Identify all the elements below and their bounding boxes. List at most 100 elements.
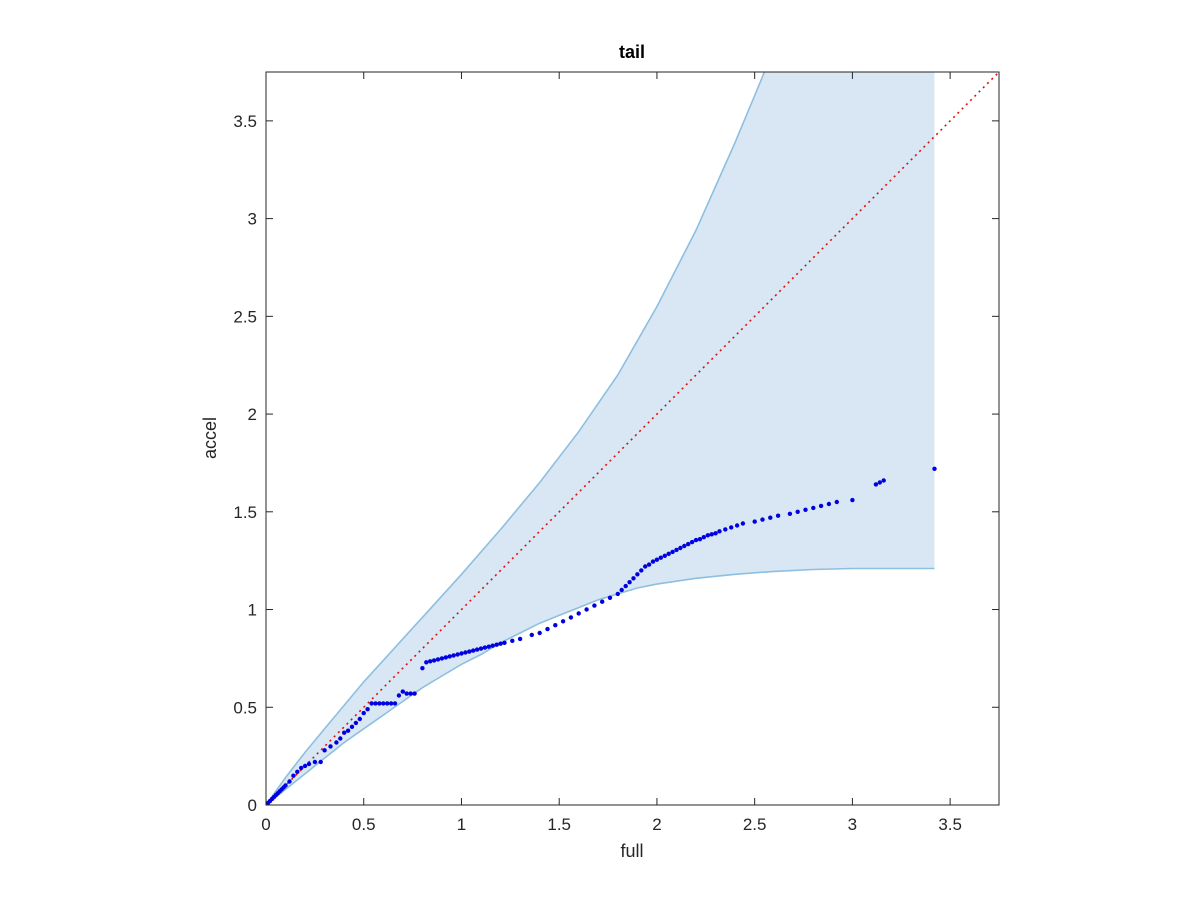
data-point <box>592 603 597 608</box>
y-tick-label: 2 <box>248 405 257 424</box>
data-point <box>349 724 355 729</box>
data-point <box>420 666 425 671</box>
data-point <box>428 659 433 664</box>
data-point <box>299 765 304 771</box>
data-point <box>932 466 937 471</box>
chart-title: tail <box>619 42 645 62</box>
data-point <box>490 643 495 648</box>
data-point <box>717 529 722 534</box>
y-tick-label: 2.5 <box>233 307 257 326</box>
x-tick-label: 1 <box>457 815 466 834</box>
data-point <box>607 595 613 600</box>
axes-box <box>265 71 1000 806</box>
band-upper-edge <box>266 72 766 805</box>
data-point <box>877 480 882 485</box>
data-point <box>447 654 452 659</box>
x-tick-label: 2.5 <box>743 815 767 834</box>
data-point <box>650 559 656 564</box>
band-lower-edge <box>266 567 935 805</box>
data-point <box>381 701 386 706</box>
data-point <box>322 748 327 753</box>
data-point <box>486 644 491 649</box>
data-point <box>373 701 378 706</box>
data-point <box>682 543 687 549</box>
data-point <box>662 553 667 558</box>
data-point <box>404 691 409 696</box>
data-point <box>693 537 699 543</box>
y-tick-label: 3.5 <box>233 112 257 131</box>
data-point <box>670 549 675 555</box>
data-point <box>674 547 679 553</box>
data-point <box>478 646 484 651</box>
data-point <box>291 773 296 778</box>
y-tick-label: 0 <box>248 796 257 815</box>
data-point <box>467 649 472 654</box>
data-point <box>545 626 550 632</box>
data-point <box>471 648 476 653</box>
data-point <box>377 701 382 706</box>
data-point <box>455 652 460 657</box>
data-point <box>345 728 351 733</box>
y-axis: 0 0.5 1 1.5 2 2.5 3 3.5 <box>233 112 999 815</box>
data-point <box>701 535 706 540</box>
data-point <box>740 521 746 526</box>
data-point <box>568 615 574 620</box>
data-point <box>439 656 445 661</box>
x-axis-label: full <box>620 841 643 861</box>
data-point <box>510 638 515 643</box>
data-point <box>658 555 663 560</box>
data-point <box>646 562 652 567</box>
data-point <box>474 647 480 652</box>
data-point <box>654 557 660 562</box>
data-point <box>502 640 507 645</box>
data-point <box>873 482 879 487</box>
plot-area <box>266 72 999 805</box>
data-point <box>623 583 628 589</box>
data-point <box>357 716 362 722</box>
data-point <box>689 539 695 545</box>
data-point <box>287 779 292 784</box>
data-point <box>811 505 816 511</box>
data-point <box>600 599 605 604</box>
data-point <box>697 537 703 542</box>
y-tick-label: 3 <box>248 210 257 229</box>
y-axis-label: accel <box>200 417 220 459</box>
data-point <box>615 591 620 597</box>
x-tick-label: 2 <box>652 815 661 834</box>
x-tick-label: 0.5 <box>352 815 376 834</box>
data-point <box>443 655 448 660</box>
data-point <box>338 736 343 741</box>
data-point <box>787 511 793 516</box>
x-tick-label: 3 <box>848 815 857 834</box>
data-point <box>342 730 347 735</box>
data-point <box>517 636 523 642</box>
data-point <box>334 740 339 745</box>
data-point <box>584 607 589 612</box>
data-point <box>431 658 437 663</box>
data-point <box>385 701 390 706</box>
y-tick-label: 1.5 <box>233 503 257 522</box>
data-point <box>435 657 441 662</box>
data-point <box>306 761 312 767</box>
data-point <box>729 525 734 530</box>
data-point <box>734 523 740 528</box>
data-point <box>678 545 683 551</box>
data-point <box>826 501 832 507</box>
data-point <box>775 513 781 518</box>
data-point <box>412 691 417 696</box>
data-point <box>639 568 644 573</box>
x-axis: 0 0.5 1 1.5 2 2.5 3 3.5 <box>261 72 962 834</box>
data-point <box>818 503 824 509</box>
data-point <box>392 701 398 706</box>
data-point <box>666 551 671 556</box>
data-point <box>553 623 558 628</box>
data-point <box>635 572 640 577</box>
data-point <box>353 720 359 726</box>
data-point <box>834 499 839 505</box>
data-point <box>312 759 318 765</box>
data-point <box>631 576 636 581</box>
data-point <box>482 645 488 650</box>
data-point <box>881 478 886 483</box>
data-point <box>619 587 624 593</box>
